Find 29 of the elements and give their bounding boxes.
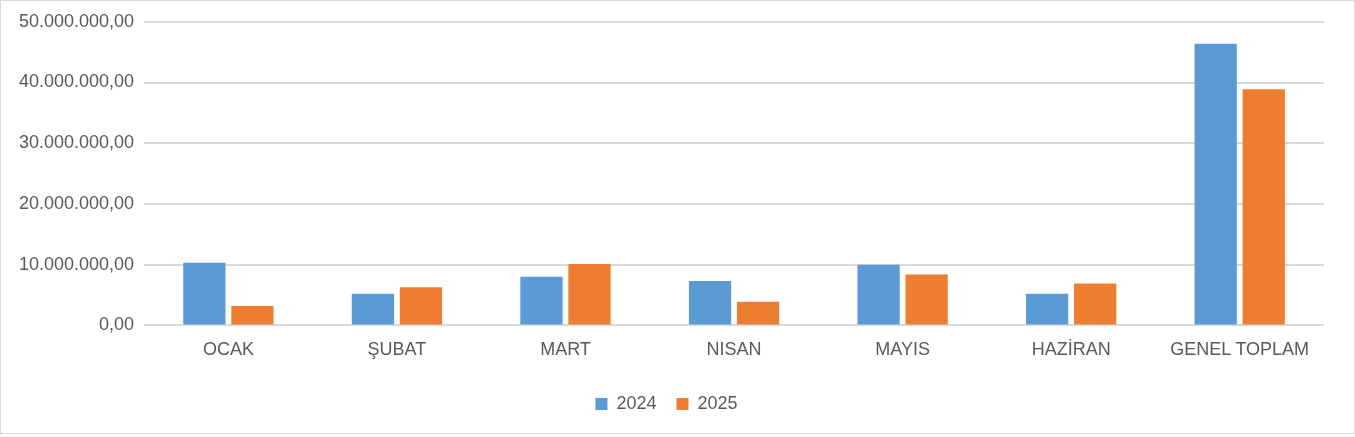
bar <box>183 262 226 325</box>
bar <box>1242 89 1285 325</box>
y-tick-label: 20.000.000,00 <box>18 192 135 213</box>
x-tick-label: NISAN <box>706 339 762 360</box>
x-tick-label: MAYIS <box>875 339 930 360</box>
bar <box>399 287 443 325</box>
bar <box>736 301 780 325</box>
x-tick-label: MART <box>540 339 591 360</box>
y-tick-label: 40.000.000,00 <box>18 71 135 92</box>
x-tick-label: OCAK <box>202 339 254 360</box>
bar <box>568 264 611 325</box>
bar <box>1074 283 1117 325</box>
bar <box>1026 293 1069 325</box>
y-tick-label: 0,00 <box>99 314 135 335</box>
legend-label: 2025 <box>697 392 738 413</box>
bar <box>857 264 900 325</box>
bar <box>688 281 732 325</box>
x-tick-label: GENEL TOPLAM <box>1170 339 1310 360</box>
y-tick-label: 50.000.000,00 <box>18 10 135 31</box>
y-tick-label: 30.000.000,00 <box>18 132 135 153</box>
y-tick-label: 10.000.000,00 <box>18 253 135 274</box>
x-tick-label: HAZİRAN <box>1031 339 1111 360</box>
legend-label: 2024 <box>616 392 657 413</box>
bar <box>1194 43 1237 325</box>
bar <box>905 274 948 325</box>
bar <box>231 305 274 325</box>
bar <box>520 276 563 325</box>
bar <box>351 293 395 325</box>
x-tick-label: ŞUBAT <box>367 339 427 360</box>
